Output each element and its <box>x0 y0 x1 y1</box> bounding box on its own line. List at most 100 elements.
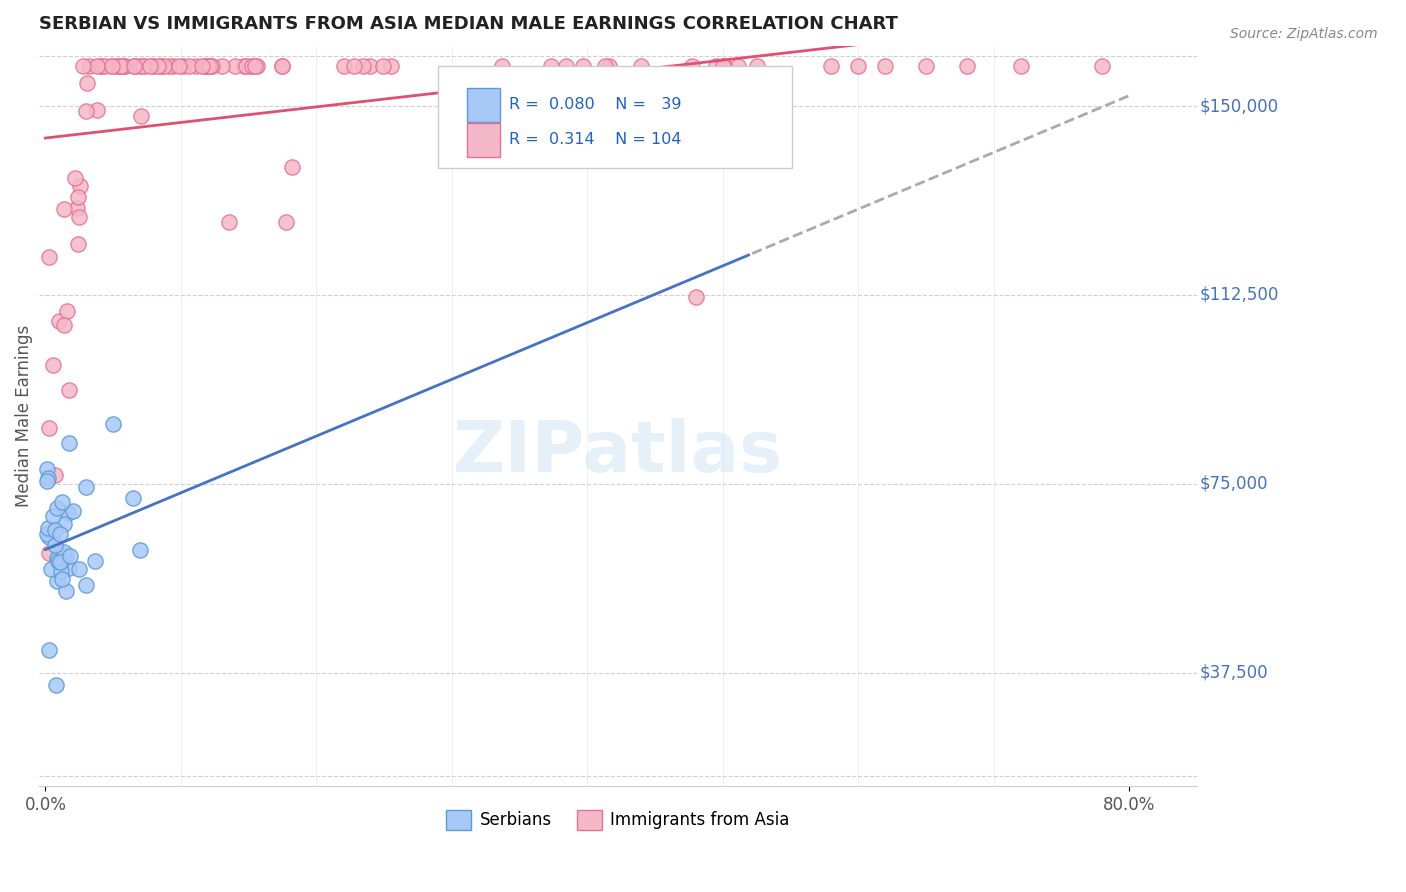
Point <box>48 313 70 327</box>
Point <box>112 59 135 73</box>
Point <box>62 504 84 518</box>
Point <box>52 318 75 332</box>
FancyBboxPatch shape <box>439 66 792 168</box>
Point <box>76 76 98 90</box>
Point <box>915 59 938 73</box>
Point <box>152 59 174 73</box>
Point <box>146 59 169 73</box>
Point <box>44 523 66 537</box>
Point <box>101 59 124 73</box>
Point <box>167 59 190 73</box>
Point <box>157 59 180 73</box>
Text: $37,500: $37,500 <box>1199 664 1268 681</box>
Point <box>114 59 136 73</box>
Point <box>35 474 58 488</box>
Point <box>66 236 89 251</box>
Point <box>194 59 217 73</box>
Point <box>91 59 114 73</box>
Point <box>197 59 219 73</box>
Point <box>44 467 66 482</box>
Point <box>1091 59 1114 73</box>
Point <box>72 59 94 73</box>
Point <box>141 59 163 73</box>
Text: SERBIAN VS IMMIGRANTS FROM ASIA MEDIAN MALE EARNINGS CORRELATION CHART: SERBIAN VS IMMIGRANTS FROM ASIA MEDIAN M… <box>38 15 897 33</box>
FancyBboxPatch shape <box>467 87 499 122</box>
Point <box>131 109 153 123</box>
Point <box>46 501 69 516</box>
Point <box>37 471 59 485</box>
Point <box>122 59 145 73</box>
Point <box>745 59 768 73</box>
Point <box>66 201 89 215</box>
Point <box>49 555 72 569</box>
Point <box>177 59 200 73</box>
Point <box>148 59 170 73</box>
Point <box>75 577 97 591</box>
Point <box>211 59 233 73</box>
Point <box>240 59 263 73</box>
Point <box>875 59 897 73</box>
Point <box>124 59 146 73</box>
Point <box>224 59 246 73</box>
Point <box>956 59 979 73</box>
Point <box>49 527 72 541</box>
Point <box>540 59 562 73</box>
Point <box>63 171 86 186</box>
Point <box>39 562 62 576</box>
Point <box>58 383 80 397</box>
Point <box>53 516 76 531</box>
Point <box>598 59 620 73</box>
Point <box>37 521 59 535</box>
Point <box>55 548 77 562</box>
Text: Source: ZipAtlas.com: Source: ZipAtlas.com <box>1230 27 1378 41</box>
Point <box>44 538 66 552</box>
Point <box>42 359 65 373</box>
Point <box>274 215 297 229</box>
Point <box>59 549 82 563</box>
Point <box>343 59 366 73</box>
Point <box>195 59 218 73</box>
Point <box>198 59 221 73</box>
Text: $150,000: $150,000 <box>1199 97 1278 115</box>
Point <box>201 59 224 73</box>
Point <box>67 190 90 204</box>
Point <box>46 554 69 568</box>
Point <box>75 480 97 494</box>
Point <box>122 59 145 73</box>
Point <box>270 59 292 73</box>
Point <box>685 290 707 304</box>
Point <box>58 436 80 450</box>
Point <box>45 678 67 692</box>
Point <box>281 160 304 174</box>
Point <box>94 59 117 73</box>
Point <box>49 564 72 578</box>
Point <box>243 59 266 73</box>
Point <box>35 527 58 541</box>
Point <box>51 494 73 508</box>
Point <box>42 508 65 523</box>
Point <box>46 574 69 588</box>
Point <box>38 250 60 264</box>
Point <box>49 555 72 569</box>
Point <box>727 59 749 73</box>
Point <box>77 59 100 73</box>
Point <box>1010 59 1032 73</box>
Point <box>162 59 184 73</box>
Point <box>150 59 173 73</box>
Point <box>240 59 263 73</box>
Point <box>232 59 254 73</box>
Point <box>35 461 58 475</box>
Point <box>200 59 222 73</box>
Point <box>105 59 128 73</box>
Point <box>359 59 381 73</box>
Point <box>51 572 73 586</box>
Point <box>380 59 402 73</box>
Point <box>142 59 165 73</box>
Point <box>38 531 60 545</box>
Point <box>333 59 356 73</box>
Point <box>846 59 869 73</box>
Point <box>630 59 652 73</box>
Text: ZIPatlas: ZIPatlas <box>453 418 783 487</box>
Point <box>129 59 152 73</box>
Point <box>713 59 735 73</box>
